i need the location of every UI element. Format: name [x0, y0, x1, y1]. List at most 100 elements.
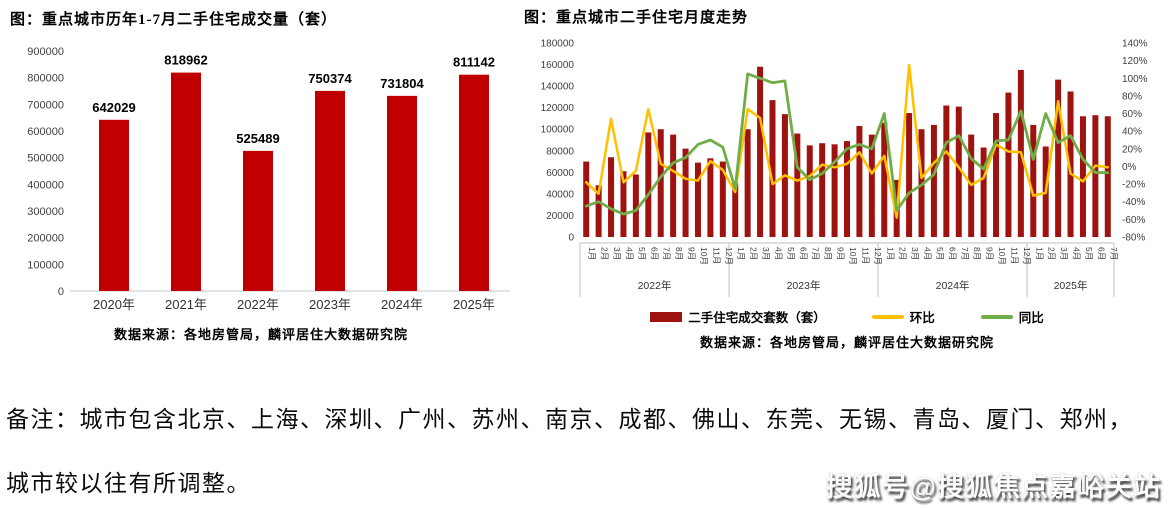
svg-text:2023年: 2023年 — [309, 297, 351, 312]
svg-text:800000: 800000 — [27, 73, 64, 85]
svg-text:2月: 2月 — [749, 247, 759, 260]
svg-text:3月: 3月 — [761, 247, 771, 260]
svg-text:2021年: 2021年 — [165, 297, 207, 312]
svg-text:0: 0 — [568, 233, 574, 244]
svg-text:4月: 4月 — [923, 247, 933, 260]
note-line-2: 城市较以往有所调整。 — [6, 471, 251, 496]
left-chart-plot: 900000 800000 700000 600000 500000 400000 3000… — [27, 46, 510, 312]
svg-text:5月: 5月 — [935, 247, 945, 260]
svg-text:642029: 642029 — [92, 100, 135, 115]
svg-text:-60%: -60% — [1122, 215, 1145, 226]
svg-text:11月: 11月 — [711, 247, 721, 264]
svg-text:2025年: 2025年 — [1054, 279, 1088, 292]
svg-text:3月: 3月 — [1059, 247, 1069, 260]
svg-text:7月: 7月 — [960, 247, 970, 260]
annual-bar-chart-panel: 图：重点城市历年1-7月二手住宅成交量（套） 900000 800000 70000… — [8, 8, 514, 343]
legend-label-volume: 二手住宅成交套数（套） — [688, 311, 826, 325]
year-bar — [99, 119, 129, 291]
svg-text:1月: 1月 — [736, 247, 746, 260]
svg-text:2月: 2月 — [600, 247, 610, 260]
svg-text:811142: 811142 — [453, 55, 495, 70]
monthly-combo-chart: 180000 160000 140000 120000 100000 80000 60000… — [541, 39, 1148, 297]
svg-text:-80%: -80% — [1122, 233, 1145, 244]
svg-text:4月: 4月 — [624, 247, 634, 260]
svg-text:10月: 10月 — [699, 247, 709, 265]
svg-text:2月: 2月 — [1047, 247, 1057, 260]
svg-text:8月: 8月 — [674, 247, 684, 260]
svg-text:2022年: 2022年 — [237, 297, 279, 312]
svg-text:12月: 12月 — [724, 247, 734, 265]
legend-label-yoy: 同比 — [1018, 311, 1044, 325]
svg-text:2024年: 2024年 — [936, 279, 970, 292]
svg-text:9月: 9月 — [836, 247, 846, 260]
legend-item-yoy: 同比 — [980, 307, 1044, 326]
svg-text:-40%: -40% — [1122, 197, 1145, 208]
svg-text:80000: 80000 — [546, 146, 574, 157]
svg-text:525489: 525489 — [236, 131, 279, 146]
svg-text:6月: 6月 — [947, 247, 957, 260]
svg-text:-20%: -20% — [1122, 180, 1145, 191]
svg-text:12月: 12月 — [1022, 247, 1032, 265]
svg-text:8月: 8月 — [823, 247, 833, 260]
svg-text:10月: 10月 — [997, 247, 1007, 265]
legend-item-mom: 环比 — [871, 307, 935, 326]
monthly-combo-chart-panel: 图：重点城市二手住宅月度走势 180000 160000 140000 120000 1… — [522, 6, 1171, 351]
svg-text:2025年: 2025年 — [453, 297, 495, 312]
svg-text:7月: 7月 — [662, 247, 672, 260]
svg-text:731804: 731804 — [380, 76, 424, 91]
svg-text:100000: 100000 — [541, 125, 575, 136]
svg-text:1月: 1月 — [885, 247, 895, 260]
svg-text:1月: 1月 — [587, 247, 597, 260]
svg-text:3月: 3月 — [612, 247, 622, 260]
svg-text:9月: 9月 — [687, 247, 697, 260]
svg-text:80%: 80% — [1122, 91, 1142, 102]
svg-text:11月: 11月 — [860, 247, 870, 264]
right-chart-source: 数据来源：各地房管局，麟评居住大数据研究院 — [699, 335, 994, 350]
svg-text:6月: 6月 — [649, 247, 659, 260]
svg-text:100%: 100% — [1122, 74, 1148, 85]
svg-text:500000: 500000 — [27, 153, 64, 165]
watermark-sohu: 搜狐号@搜狐焦点嘉峪关站 — [825, 472, 1161, 502]
svg-text:3月: 3月 — [910, 247, 920, 260]
svg-text:11月: 11月 — [1009, 247, 1019, 264]
svg-text:60000: 60000 — [546, 168, 574, 179]
svg-text:900000: 900000 — [27, 46, 64, 58]
svg-text:140000: 140000 — [541, 82, 575, 93]
svg-text:9月: 9月 — [985, 247, 995, 260]
svg-text:140%: 140% — [1122, 39, 1148, 50]
svg-text:6月: 6月 — [798, 247, 808, 260]
note-line-1: 备注：城市包含北京、上海、深圳、广州、苏州、南京、成都、佛山、东莞、无锡、青岛、… — [6, 407, 1133, 432]
svg-text:0: 0 — [58, 286, 64, 298]
chart-legend: 二手住宅成交套数（套） 环比 同比 — [522, 307, 1171, 326]
annual-bar-chart: 900000 800000 700000 600000 500000 400000 3000… — [27, 46, 510, 312]
yoy-line-swatch-icon — [980, 314, 1013, 319]
year-bar — [387, 95, 417, 291]
year-bar — [243, 150, 273, 291]
svg-text:40%: 40% — [1122, 127, 1142, 138]
svg-text:40000: 40000 — [546, 189, 574, 200]
left-chart-source: 数据来源：各地房管局，麟评居住大数据研究院 — [113, 327, 408, 342]
svg-text:0%: 0% — [1122, 162, 1137, 173]
svg-text:12月: 12月 — [873, 247, 883, 265]
svg-text:2020年: 2020年 — [93, 297, 135, 312]
svg-text:160000: 160000 — [541, 60, 575, 71]
legend-label-mom: 环比 — [909, 311, 935, 325]
svg-text:700000: 700000 — [27, 99, 64, 111]
svg-text:20%: 20% — [1122, 144, 1142, 155]
svg-text:4月: 4月 — [1072, 247, 1082, 260]
svg-text:1月: 1月 — [1034, 247, 1044, 260]
svg-text:4月: 4月 — [773, 247, 783, 260]
legend-item-volume: 二手住宅成交套数（套） — [650, 307, 826, 326]
mom-line-swatch-icon — [871, 314, 904, 319]
svg-text:300000: 300000 — [27, 206, 64, 218]
svg-text:2月: 2月 — [898, 247, 908, 260]
svg-text:400000: 400000 — [27, 179, 64, 191]
svg-text:818962: 818962 — [164, 53, 207, 68]
svg-text:5月: 5月 — [1084, 247, 1094, 260]
svg-text:20000: 20000 — [546, 211, 574, 222]
right-chart-title: 图：重点城市二手住宅月度走势 — [524, 10, 749, 26]
volume-swatch-icon — [650, 311, 683, 322]
year-bar — [315, 90, 345, 291]
svg-text:120%: 120% — [1122, 56, 1148, 67]
